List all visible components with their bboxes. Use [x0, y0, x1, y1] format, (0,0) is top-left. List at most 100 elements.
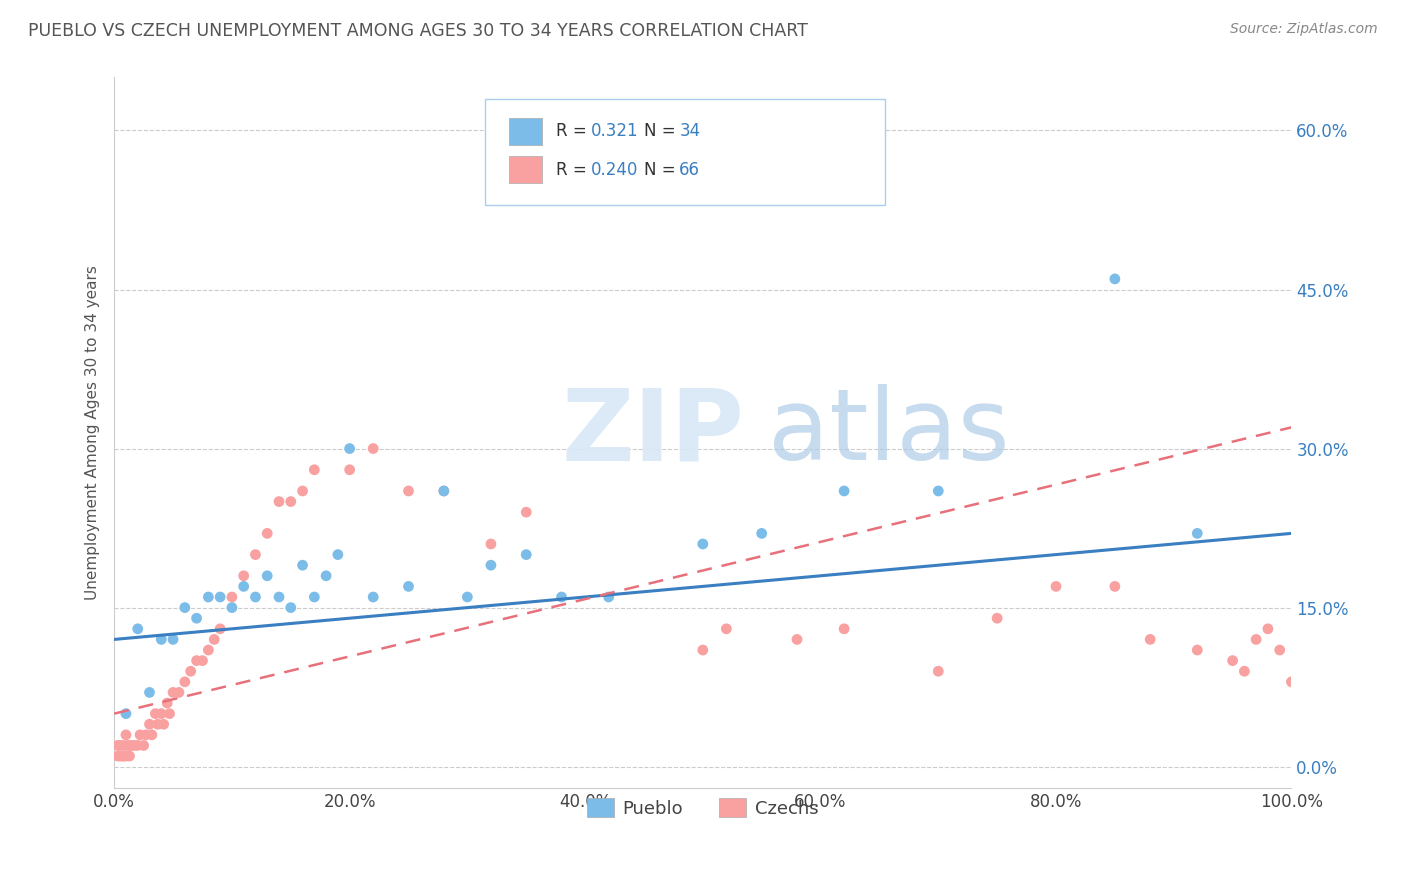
Point [751, 526, 773, 541]
Point [398, 483, 420, 498]
Point [197, 590, 219, 604]
Text: Source: ZipAtlas.com: Source: ZipAtlas.com [1230, 22, 1378, 37]
Text: 34: 34 [679, 122, 700, 140]
Point [1139, 632, 1161, 647]
Point [112, 739, 135, 753]
Point [146, 717, 169, 731]
Point [479, 558, 502, 573]
Point [117, 739, 139, 753]
Point [433, 483, 456, 498]
Point [361, 590, 384, 604]
Text: N =: N = [644, 122, 681, 140]
Point [108, 749, 131, 764]
Point [221, 590, 243, 604]
Point [145, 706, 167, 721]
Point [186, 611, 208, 625]
Point [1104, 272, 1126, 286]
Point [398, 579, 420, 593]
Point [162, 632, 184, 647]
Point [315, 569, 337, 583]
Point [280, 600, 302, 615]
Text: R =: R = [555, 122, 592, 140]
Point [127, 622, 149, 636]
Point [138, 685, 160, 699]
Legend: Pueblo, Czechs: Pueblo, Czechs [579, 791, 827, 825]
Point [221, 600, 243, 615]
Text: 66: 66 [679, 161, 700, 178]
Point [479, 537, 502, 551]
Point [1233, 664, 1256, 678]
Text: ZIP: ZIP [561, 384, 744, 481]
Point [232, 569, 254, 583]
Point [692, 643, 714, 657]
Point [267, 590, 290, 604]
Point [107, 749, 129, 764]
Point [927, 483, 949, 498]
Point [209, 590, 232, 604]
Point [280, 494, 302, 508]
Point [245, 590, 267, 604]
Point [107, 739, 129, 753]
Point [232, 579, 254, 593]
Point [256, 526, 278, 541]
Point [1104, 579, 1126, 593]
Point [115, 728, 138, 742]
Point [173, 674, 195, 689]
Point [180, 664, 202, 678]
Point [141, 728, 163, 742]
Point [304, 463, 326, 477]
Point [135, 728, 157, 742]
Point [121, 739, 143, 753]
Point [1257, 622, 1279, 636]
Point [111, 749, 134, 764]
Point [209, 622, 232, 636]
Point [186, 654, 208, 668]
Point [361, 442, 384, 456]
Point [304, 590, 326, 604]
Point [173, 600, 195, 615]
Point [115, 706, 138, 721]
Point [118, 749, 141, 764]
FancyBboxPatch shape [485, 99, 886, 205]
Point [550, 590, 572, 604]
Point [515, 505, 537, 519]
Point [127, 739, 149, 753]
Point [256, 569, 278, 583]
Point [339, 463, 361, 477]
Point [152, 717, 174, 731]
Point [197, 643, 219, 657]
Point [150, 632, 173, 647]
Text: N =: N = [644, 161, 681, 178]
Point [202, 632, 225, 647]
Point [291, 483, 314, 498]
Point [156, 696, 179, 710]
Point [927, 664, 949, 678]
Point [1187, 526, 1209, 541]
Point [456, 590, 478, 604]
Point [832, 622, 855, 636]
Point [1281, 674, 1303, 689]
Point [112, 749, 135, 764]
Point [832, 483, 855, 498]
Point [598, 590, 620, 604]
Point [339, 442, 361, 456]
Point [138, 717, 160, 731]
Y-axis label: Unemployment Among Ages 30 to 34 years: Unemployment Among Ages 30 to 34 years [86, 265, 100, 600]
Point [786, 632, 808, 647]
Point [191, 654, 214, 668]
Point [716, 622, 738, 636]
Point [1268, 643, 1291, 657]
Point [159, 706, 181, 721]
FancyBboxPatch shape [509, 118, 541, 145]
Point [986, 611, 1008, 625]
Point [692, 537, 714, 551]
Text: PUEBLO VS CZECH UNEMPLOYMENT AMONG AGES 30 TO 34 YEARS CORRELATION CHART: PUEBLO VS CZECH UNEMPLOYMENT AMONG AGES … [28, 22, 808, 40]
Point [1187, 643, 1209, 657]
Text: atlas: atlas [768, 384, 1010, 481]
Point [132, 739, 155, 753]
Point [167, 685, 190, 699]
Point [1045, 579, 1067, 593]
Text: 0.240: 0.240 [591, 161, 638, 178]
Point [150, 706, 173, 721]
Point [108, 739, 131, 753]
